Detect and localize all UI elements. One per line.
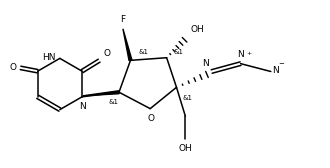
Text: &1: &1 xyxy=(174,49,184,55)
Text: &1: &1 xyxy=(182,95,192,100)
Text: O: O xyxy=(148,114,154,123)
Text: &1: &1 xyxy=(108,99,118,106)
Text: N: N xyxy=(237,50,244,59)
Text: &1: &1 xyxy=(139,49,149,55)
Text: +: + xyxy=(246,51,251,56)
Text: OH: OH xyxy=(191,25,205,34)
Text: −: − xyxy=(279,61,284,67)
Polygon shape xyxy=(83,91,119,96)
Text: F: F xyxy=(120,15,125,24)
Text: O: O xyxy=(103,49,110,58)
Text: N: N xyxy=(202,59,209,68)
Text: N: N xyxy=(272,66,279,75)
Text: O: O xyxy=(10,63,16,72)
Text: OH: OH xyxy=(179,144,192,153)
Polygon shape xyxy=(123,29,132,61)
Text: HN: HN xyxy=(42,53,55,62)
Text: N: N xyxy=(79,102,86,111)
